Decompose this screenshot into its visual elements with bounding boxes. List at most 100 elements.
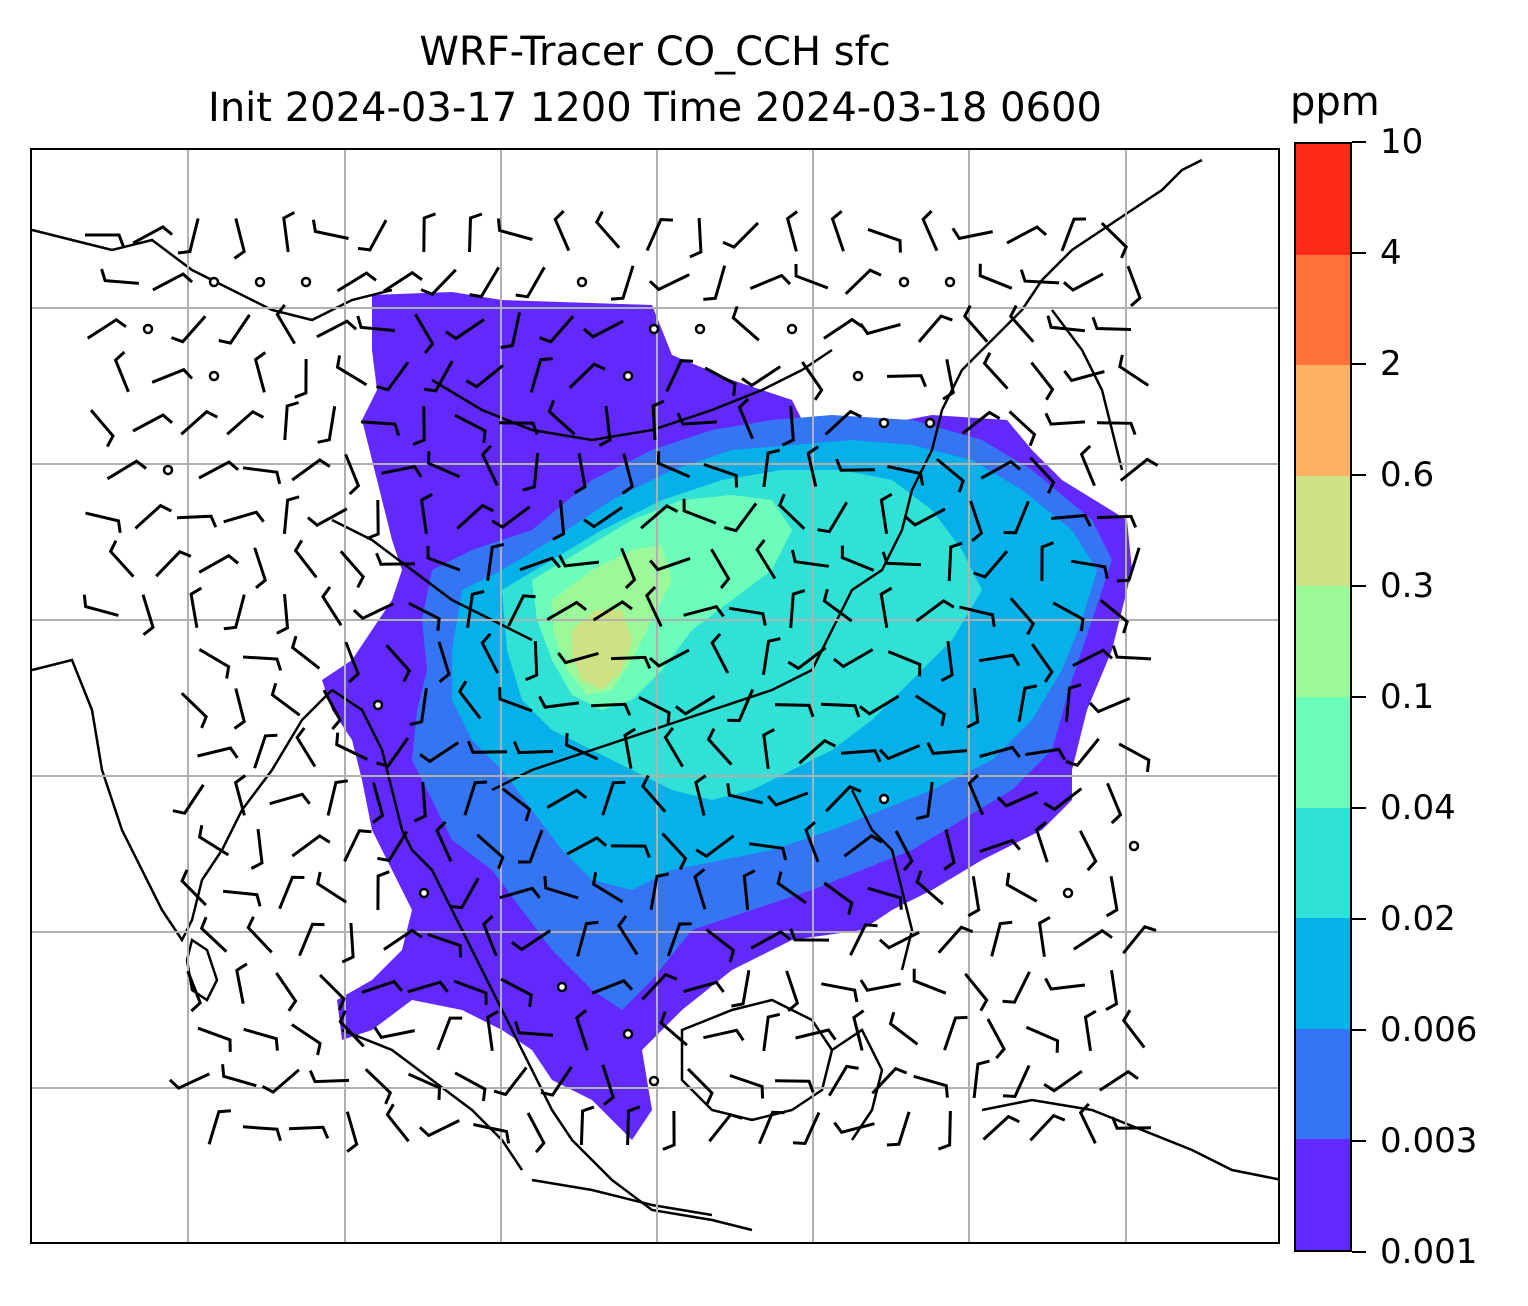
wind-barb — [189, 586, 203, 629]
coastline-korea-japan — [1041, 158, 1203, 281]
wind-barb — [1025, 1025, 1060, 1053]
wind-barb — [463, 780, 488, 816]
wind-barb — [180, 692, 208, 729]
colorbar-segment — [1296, 1028, 1350, 1140]
wind-barb — [499, 886, 541, 900]
wind-barb — [1100, 222, 1128, 259]
wind-barb — [514, 1020, 554, 1037]
wind-barb — [787, 646, 827, 671]
wind-barb — [321, 586, 343, 627]
wind-barb — [546, 788, 588, 809]
wind-barb — [1126, 265, 1142, 308]
wind-barb — [915, 599, 955, 623]
wind-barb — [731, 969, 751, 1008]
colorbar-tick — [1352, 252, 1366, 254]
wind-barb — [180, 869, 207, 907]
wind-barb — [526, 1112, 546, 1154]
wind-barb — [1078, 830, 1098, 872]
wind-barb — [731, 305, 760, 342]
calm-circle — [208, 276, 220, 288]
wind-barb — [996, 790, 1039, 808]
wind-barb — [243, 1027, 279, 1051]
wind-barb — [233, 218, 246, 260]
wind-barb — [683, 604, 725, 618]
wind-barb — [1065, 683, 1082, 723]
wind-barb — [366, 499, 380, 540]
wind-barb — [316, 319, 358, 339]
wind-barb — [904, 507, 946, 527]
colorbar-tick — [1352, 363, 1366, 365]
calm-circle — [648, 323, 660, 335]
colorbar-tick-label: 0.1 — [1380, 677, 1435, 717]
wind-barb — [1079, 444, 1096, 487]
wind-barb — [582, 319, 624, 339]
wind-barb — [689, 217, 703, 259]
wind-barb — [758, 1110, 785, 1145]
wind-barb — [316, 871, 348, 904]
wind-barb — [132, 225, 174, 245]
wind-barb — [1029, 1113, 1066, 1142]
wind-barb — [486, 542, 505, 582]
wind-barb — [454, 1071, 487, 1102]
wind-barb — [361, 979, 403, 994]
wind-barb — [407, 1072, 442, 1100]
wind-barb — [982, 1114, 1020, 1141]
wind-barb — [253, 547, 268, 589]
calm-circle — [576, 276, 588, 288]
coastline-bay-of-bengal — [331, 688, 414, 851]
colorbar-tick — [1352, 585, 1366, 587]
wind-barb — [290, 635, 321, 670]
calm-circle — [300, 276, 312, 288]
wind-barb — [1078, 1102, 1097, 1144]
coastline-indochina — [411, 849, 753, 1232]
wind-barb — [728, 606, 767, 626]
wind-barb — [942, 359, 955, 401]
wind-barb — [1111, 1116, 1152, 1130]
wind-barb — [640, 504, 679, 530]
wind-barb — [978, 653, 1021, 667]
calm-wind-circles — [142, 276, 1140, 1087]
wind-barb — [794, 263, 829, 290]
colorbar-tick — [1352, 1140, 1366, 1142]
wind-barb — [486, 1009, 499, 1052]
wind-barb — [298, 922, 325, 957]
wind-barb — [980, 459, 1022, 480]
wind-barb — [1029, 456, 1056, 494]
wind-barb — [921, 209, 939, 252]
wind-barb — [352, 602, 394, 621]
wind-barb — [86, 317, 127, 340]
wind-barb — [1040, 541, 1054, 582]
wind-barb — [762, 728, 776, 770]
wind-barb — [226, 409, 265, 436]
wind-barb — [221, 1064, 257, 1088]
wind-barb — [152, 272, 194, 292]
wind-barb — [372, 782, 385, 824]
wind-barb — [591, 979, 634, 995]
wind-barb — [82, 594, 119, 617]
wind-barb — [454, 413, 487, 443]
wind-barb — [935, 457, 965, 493]
wind-barb — [729, 1074, 765, 1099]
wind-barb — [676, 412, 718, 426]
wind-barb — [564, 732, 599, 761]
wind-barb — [703, 265, 727, 301]
wind-barb — [1024, 747, 1067, 761]
wind-barb — [295, 727, 317, 768]
wind-barb — [648, 273, 690, 292]
wind-barb — [887, 650, 922, 677]
wind-barb — [291, 1023, 322, 1056]
colorbar — [1294, 142, 1352, 1252]
wind-barb — [552, 499, 566, 541]
wind-barb — [275, 972, 298, 1012]
wind-barb — [641, 972, 678, 1001]
wind-barb — [774, 703, 815, 718]
wind-barb — [598, 405, 612, 447]
wind-barb — [888, 1011, 919, 1046]
wind-barb — [466, 590, 485, 629]
wind-barb — [222, 889, 262, 907]
colorbar-tick-label: 0.04 — [1380, 788, 1456, 828]
calm-circle — [622, 1028, 634, 1040]
wind-barb — [648, 648, 690, 668]
wind-barb — [1008, 304, 1035, 343]
wind-barb — [275, 303, 296, 345]
